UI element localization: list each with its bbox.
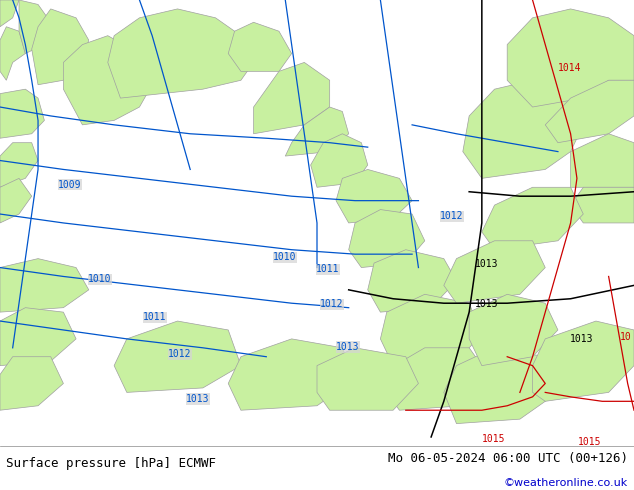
Polygon shape (108, 9, 254, 98)
Polygon shape (444, 241, 545, 303)
Polygon shape (463, 80, 583, 178)
Polygon shape (0, 27, 25, 80)
Polygon shape (63, 36, 152, 125)
Polygon shape (311, 134, 368, 187)
Polygon shape (336, 170, 412, 223)
Text: 1011: 1011 (143, 312, 167, 322)
Text: 1012: 1012 (168, 349, 191, 359)
Polygon shape (228, 339, 355, 410)
Text: 1013: 1013 (336, 342, 359, 352)
Polygon shape (571, 187, 634, 223)
Text: 1013: 1013 (570, 334, 594, 344)
Text: 1014: 1014 (559, 63, 582, 73)
Polygon shape (545, 80, 634, 143)
Text: 1012: 1012 (440, 212, 463, 221)
Text: 1013: 1013 (476, 259, 499, 270)
Polygon shape (285, 107, 349, 156)
Polygon shape (114, 321, 241, 392)
Text: 1009: 1009 (58, 179, 82, 190)
Polygon shape (387, 348, 488, 410)
Polygon shape (349, 210, 425, 268)
Polygon shape (444, 348, 558, 423)
Polygon shape (0, 89, 44, 138)
Polygon shape (380, 294, 482, 366)
Text: 1010: 1010 (273, 252, 297, 262)
Text: Mo 06-05-2024 06:00 UTC (00+126): Mo 06-05-2024 06:00 UTC (00+126) (387, 452, 628, 465)
Text: 1010: 1010 (88, 274, 112, 284)
Text: 10: 10 (620, 332, 632, 342)
Polygon shape (533, 321, 634, 401)
Text: 1012: 1012 (320, 299, 344, 309)
Text: Surface pressure [hPa] ECMWF: Surface pressure [hPa] ECMWF (6, 457, 216, 469)
Polygon shape (0, 0, 19, 27)
Polygon shape (0, 308, 76, 366)
Polygon shape (19, 0, 51, 53)
Polygon shape (0, 259, 89, 312)
Polygon shape (0, 178, 32, 223)
Polygon shape (469, 294, 558, 366)
Text: 1015: 1015 (578, 437, 602, 447)
Polygon shape (254, 62, 330, 134)
Text: ©weatheronline.co.uk: ©weatheronline.co.uk (503, 478, 628, 488)
Text: 1011: 1011 (316, 264, 340, 274)
Polygon shape (32, 9, 89, 85)
Polygon shape (482, 187, 583, 250)
Text: 1015: 1015 (482, 434, 506, 444)
Polygon shape (228, 23, 292, 72)
Polygon shape (0, 357, 63, 410)
Polygon shape (0, 143, 38, 187)
Polygon shape (317, 348, 418, 410)
Text: 1013: 1013 (186, 394, 210, 404)
Polygon shape (368, 250, 456, 312)
Text: 1013: 1013 (476, 299, 499, 309)
Polygon shape (571, 134, 634, 187)
Polygon shape (507, 9, 634, 107)
